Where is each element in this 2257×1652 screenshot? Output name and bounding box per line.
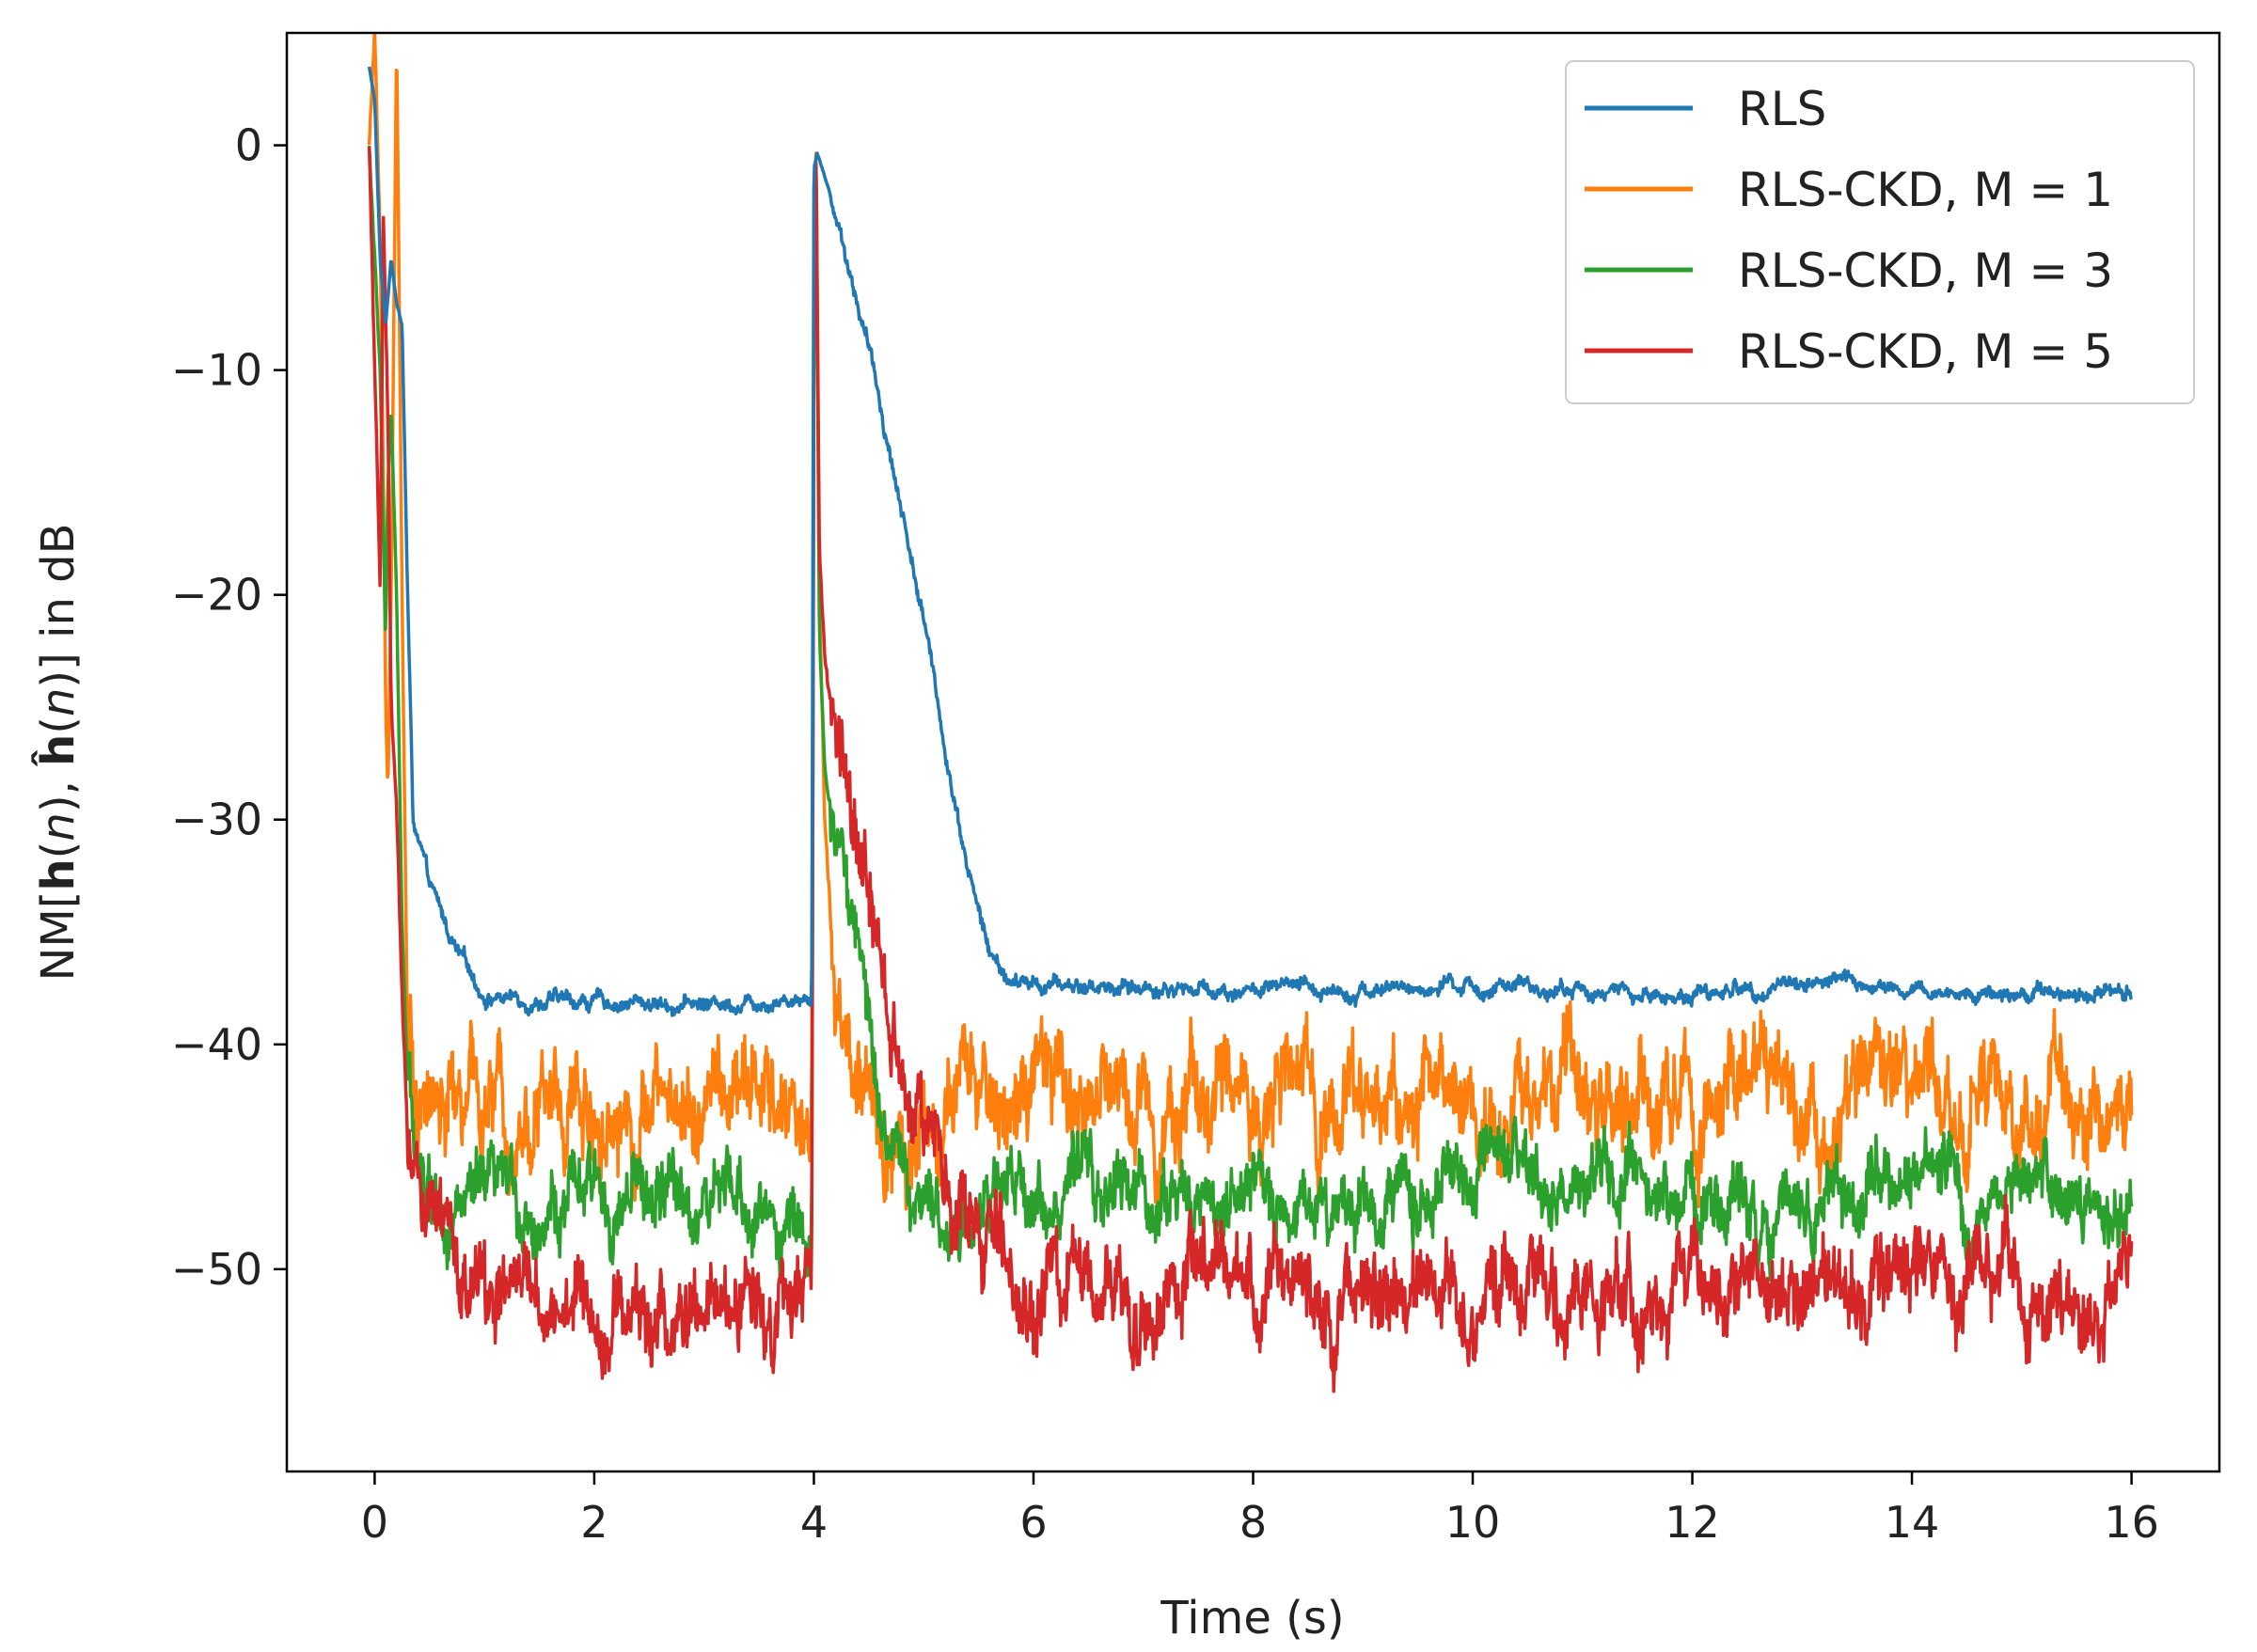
legend-label-0: RLS: [1738, 82, 1826, 136]
y-tick-label-3: −30: [171, 795, 262, 845]
y-tick-label-4: −40: [171, 1019, 262, 1070]
x-tick-label-8: 16: [2104, 1497, 2159, 1548]
y-tick-label-5: −50: [171, 1244, 262, 1295]
series-line-0: [367, 66, 2134, 1017]
x-tick-label-2: 4: [800, 1497, 828, 1548]
y-tick-label-2: −20: [171, 570, 262, 621]
x-tick-label-5: 10: [1445, 1497, 1501, 1548]
y-axis: 0 −10 −20 −30 −40 −50: [171, 120, 287, 1295]
y-tick-label-0: 0: [235, 120, 262, 171]
x-axis-label: Time (s): [1160, 1592, 1344, 1644]
series-line-2: [367, 145, 2134, 1282]
series-line-3: [367, 146, 2134, 1393]
legend-label-1: RLS-CKD, M = 1: [1738, 163, 2113, 217]
x-axis: 0 2 4 6 8 10 12 14 16: [361, 1471, 2159, 1548]
legend-label-2: RLS-CKD, M = 3: [1738, 244, 2113, 298]
series-layer: [367, 33, 2134, 1393]
svg-text:NM[h(n), ĥ(n)] in dB: NM[h(n), ĥ(n)] in dB: [31, 523, 85, 981]
legend-label-3: RLS-CKD, M = 5: [1738, 324, 2113, 379]
x-tick-label-3: 6: [1019, 1497, 1047, 1548]
y-axis-label: NM[h(n), ĥ(n)] in dB: [31, 523, 85, 981]
x-tick-label-7: 14: [1885, 1497, 1940, 1548]
x-tick-label-4: 8: [1239, 1497, 1267, 1548]
x-tick-label-1: 2: [580, 1497, 608, 1548]
legend-box: [1565, 60, 2195, 404]
x-tick-label-0: 0: [361, 1497, 388, 1548]
y-tick-label-1: −10: [171, 345, 262, 396]
legend: RLS RLS-CKD, M = 1 RLS-CKD, M = 3 RLS-CKD, …: [1565, 60, 2195, 404]
x-tick-label-6: 12: [1665, 1497, 1720, 1548]
series-line-1: [367, 33, 2134, 1211]
